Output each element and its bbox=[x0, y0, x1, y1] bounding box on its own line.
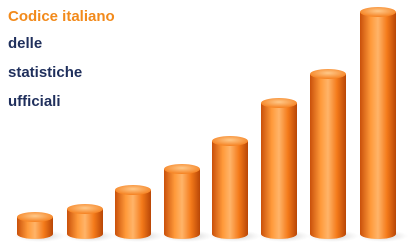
cylinder bbox=[161, 164, 213, 242]
heading-line: statistiche bbox=[8, 64, 82, 81]
page: Codice italiano delle statistiche uffici… bbox=[0, 0, 410, 244]
cylinder bbox=[307, 69, 359, 242]
heading-line: delle bbox=[8, 35, 42, 52]
heading-line: ufficiali bbox=[8, 93, 61, 110]
cylinder bbox=[64, 204, 116, 242]
cylinder bbox=[112, 185, 164, 242]
illustration bbox=[0, 0, 410, 244]
cylinders bbox=[14, 7, 408, 242]
cylinder bbox=[14, 212, 66, 242]
cylinder bbox=[358, 7, 408, 242]
heading-line: Codice italiano bbox=[8, 8, 115, 25]
cylinder bbox=[209, 136, 261, 242]
cylinder bbox=[258, 98, 310, 242]
